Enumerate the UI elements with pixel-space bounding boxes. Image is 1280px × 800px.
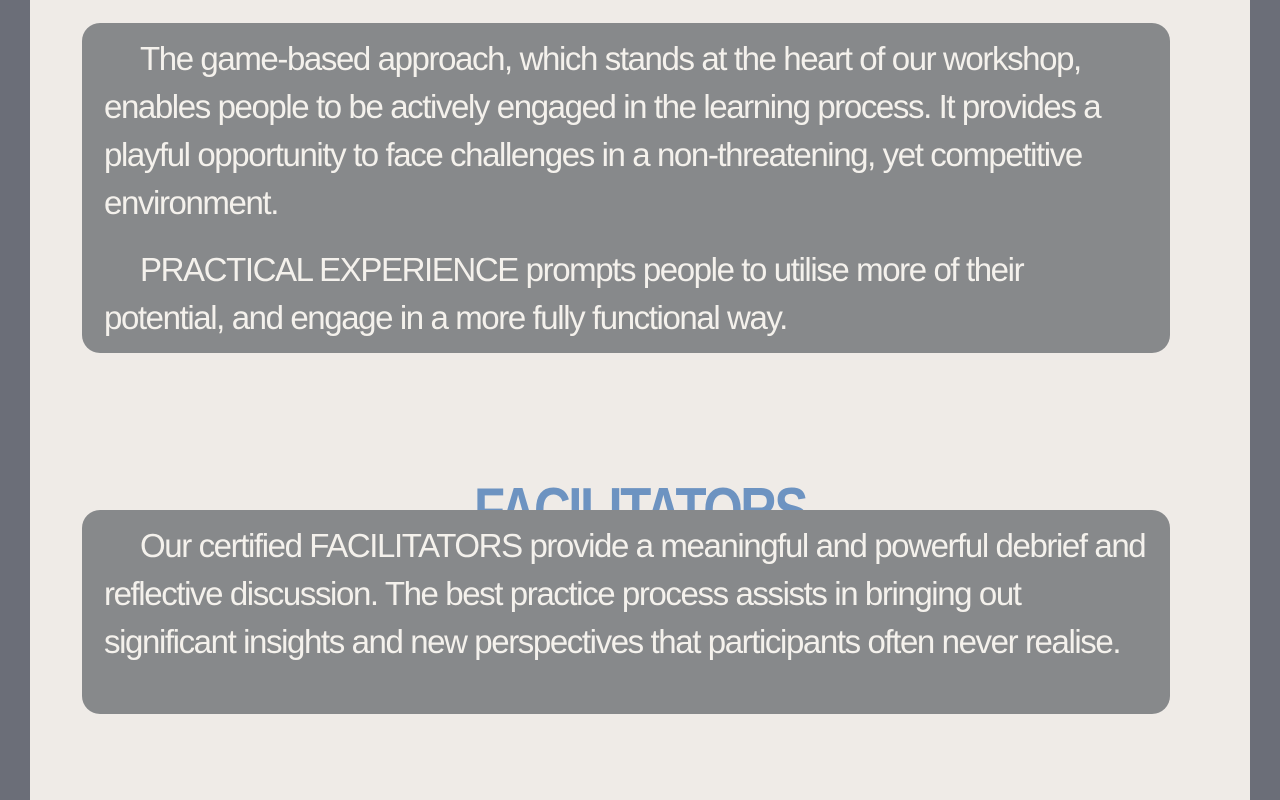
approach-paragraph-2: PRACTICAL EXPERIENCE prompts people to u… [104, 251, 1025, 336]
facilitators-card: Our certified FACILITATORS provide a mea… [82, 510, 1170, 714]
approach-card: The game-based approach, which stands at… [82, 23, 1170, 353]
approach-paragraph-1: The game-based approach, which stands at… [104, 40, 1102, 221]
facilitators-paragraph: Our certified FACILITATORS provide a mea… [104, 527, 1147, 660]
page-content: The game-based approach, which stands at… [30, 0, 1250, 800]
